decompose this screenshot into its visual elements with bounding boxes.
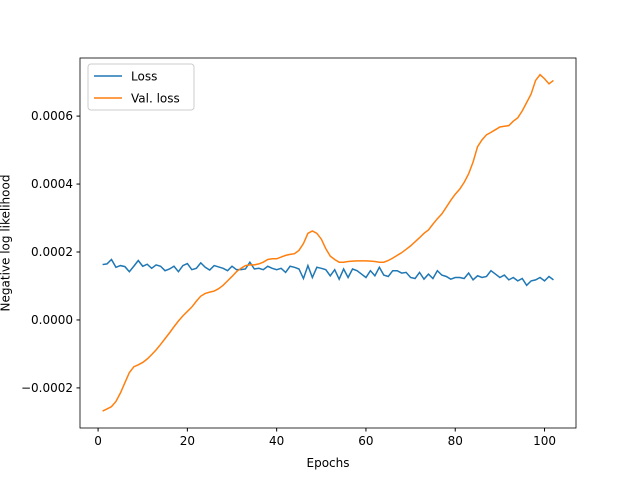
y-tick-label: −0.0002 bbox=[21, 381, 73, 395]
y-tick-label: 0.0002 bbox=[31, 245, 73, 259]
x-axis-label: Epochs bbox=[307, 456, 350, 470]
y-tick-label: 0.0000 bbox=[31, 313, 73, 327]
x-tick-label: 60 bbox=[358, 434, 373, 448]
legend-label: Val. loss bbox=[131, 92, 180, 106]
x-tick-label: 100 bbox=[533, 434, 556, 448]
x-tick-label: 40 bbox=[269, 434, 284, 448]
y-tick-label: 0.0006 bbox=[31, 109, 73, 123]
y-tick-label: 0.0004 bbox=[31, 177, 73, 191]
plot-frame bbox=[79, 57, 577, 429]
data-line bbox=[102, 73, 554, 412]
x-tick-label: 80 bbox=[448, 434, 463, 448]
legend-label: Loss bbox=[131, 70, 157, 84]
y-axis-label: Negative log likelihood bbox=[0, 175, 13, 312]
x-tick-label: 20 bbox=[180, 434, 195, 448]
x-tick-label: 0 bbox=[94, 434, 102, 448]
data-line bbox=[102, 258, 554, 287]
